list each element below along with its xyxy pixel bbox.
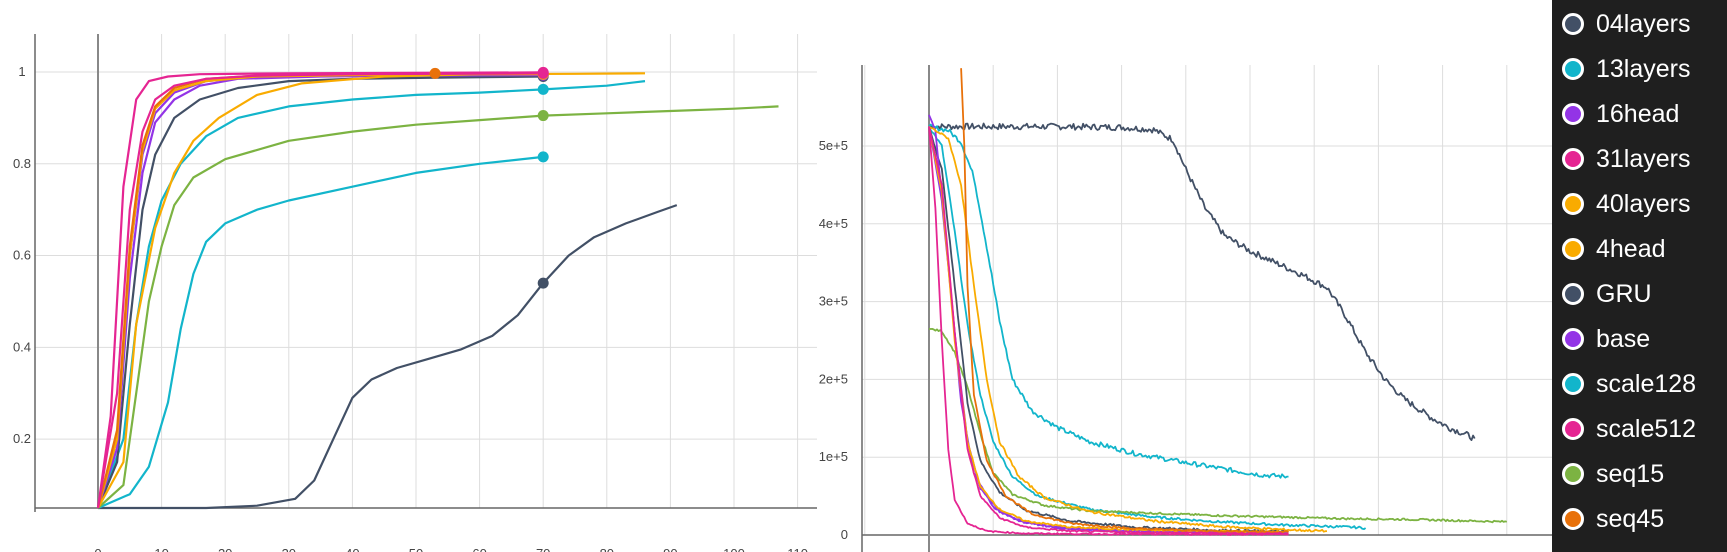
legend-item[interactable]: seq15 [1562,454,1727,494]
right-y-tick-label: 1e+5 [819,449,848,464]
legend-item[interactable]: 31layers [1562,139,1727,179]
left-marker-scale512 [537,66,549,78]
legend-label: 16head [1596,99,1680,128]
legend-swatch [1562,373,1584,395]
legend-label: scale512 [1596,414,1697,443]
legend-item[interactable]: scale128 [1562,364,1727,404]
left-y-tick-label: 0.8 [13,156,31,171]
right-series-seq45 [960,68,1289,534]
right-series-base [928,126,1289,535]
left-x-tick-label: 10 [154,546,168,552]
left-series-scale512 [96,71,544,509]
left-x-tick-label: 100 [723,546,745,552]
right-series-seq15 [928,327,1508,524]
left-x-tick-label: 110 [787,546,808,552]
legend-item[interactable]: 16head [1562,94,1727,134]
right-series-scale512 [928,126,1289,536]
left-x-tick-label: 0 [94,546,101,552]
legend-label: base [1596,324,1651,353]
left-x-tick-label: 70 [536,546,550,552]
left-series-13layers [96,80,646,509]
legend-swatch [1562,463,1584,485]
left-x-tick-label: 20 [218,546,232,552]
legend-swatch [1562,418,1584,440]
right-series-13layers [928,126,1367,530]
legend-item[interactable]: scale512 [1562,409,1727,449]
left-marker-scale128 [537,151,549,163]
left-series-4head [96,73,544,509]
left-y-tick-label: 0.2 [13,431,31,446]
legend-label: scale128 [1596,369,1697,398]
right-series-GRU [928,122,1476,441]
left-x-tick-label: 90 [663,546,677,552]
legend-item[interactable]: 4head [1562,229,1727,269]
right-y-tick-label: 0 [841,527,848,542]
left-x-tick-label: 80 [600,546,614,552]
legend-swatch [1562,103,1584,125]
legend-label: 40layers [1596,189,1691,218]
right-series-40layers [928,125,1328,533]
left-series-GRU [98,204,678,510]
legend-label: seq15 [1596,459,1665,488]
left-marker-seq45 [429,67,441,79]
left-series-seq15 [97,105,779,509]
left-series-40layers [97,72,646,509]
right-y-tick-label: 5e+5 [819,138,848,153]
legend-item[interactable]: 04layers [1562,4,1727,44]
legend-item[interactable]: base [1562,319,1727,359]
left-x-tick-label: 50 [409,546,423,552]
legend-label: 13layers [1596,54,1691,83]
right-chart: 0 1e+5 2e+5 3e+5 4e+5 5e+5 [819,65,1552,552]
left-x-tick-label: 40 [345,546,359,552]
legend-label: 31layers [1596,144,1691,173]
left-series-04layers [96,75,544,509]
legend-label: 4head [1596,234,1666,263]
right-series-scale128 [928,123,1289,479]
right-y-tick-label: 3e+5 [819,294,848,309]
left-y-tick-label: 1 [18,64,25,79]
legend-swatch [1562,283,1584,305]
legend-item[interactable]: 13layers [1562,49,1727,89]
left-x-tick-label: 60 [472,546,486,552]
legend-swatch [1562,508,1584,530]
legend-label: 04layers [1596,9,1691,38]
left-chart: 0.20.40.60.810102030405060708090100110 [13,34,817,552]
legend-swatch [1562,58,1584,80]
left-series-scale128 [97,155,544,510]
left-y-tick-label: 0.4 [13,339,31,354]
legend-swatch [1562,238,1584,260]
left-marker-13layers [537,83,549,95]
left-series-16head [96,73,544,509]
left-y-tick-label: 0.6 [13,248,31,263]
right-y-tick-label: 4e+5 [819,216,848,231]
left-marker-GRU [537,277,549,289]
left-series-base [96,74,544,509]
legend-swatch [1562,13,1584,35]
legend-swatch [1562,148,1584,170]
legend: 04layers 13layers 16head 31layers 40layers 4h… [1552,0,1727,552]
left-marker-seq15 [537,110,549,122]
legend-item[interactable]: 40layers [1562,184,1727,224]
legend-swatch [1562,328,1584,350]
left-x-tick-label: 30 [282,546,296,552]
right-series-31layers [928,126,1289,536]
legend-item[interactable]: seq45 [1562,499,1727,539]
legend-swatch [1562,193,1584,215]
legend-item[interactable]: GRU [1562,274,1727,314]
legend-label: GRU [1596,279,1652,308]
legend-label: seq45 [1596,504,1665,533]
right-y-tick-label: 2e+5 [819,371,848,386]
